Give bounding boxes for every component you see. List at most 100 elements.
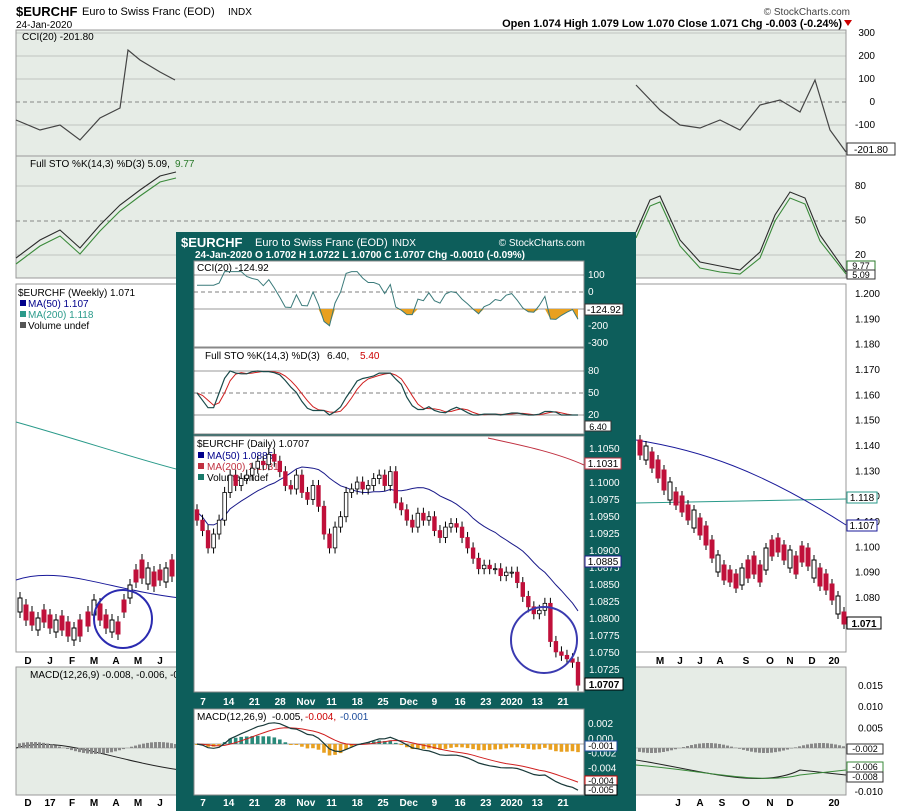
weekly-macd-bar bbox=[766, 748, 769, 753]
weekly-macd-bar bbox=[650, 748, 653, 753]
daily-candle bbox=[205, 530, 211, 549]
weekly-x-tick: N bbox=[766, 798, 773, 809]
weekly-candles-left bbox=[17, 554, 175, 646]
weekly-candle bbox=[667, 481, 673, 501]
daily-macd-bar bbox=[300, 744, 304, 747]
weekly-sto-label-a: Full STO %K(14,3) %D(3) 5.09, bbox=[30, 159, 170, 170]
weekly-macd-bar bbox=[70, 748, 73, 751]
daily-cci-tick: 100 bbox=[588, 270, 605, 281]
daily-macd-bar bbox=[543, 744, 547, 748]
weekly-candle bbox=[29, 611, 35, 626]
weekly-x-tick: A bbox=[112, 798, 119, 809]
weekly-candle bbox=[685, 504, 691, 521]
daily-candle bbox=[283, 471, 288, 486]
daily-candle bbox=[211, 533, 216, 549]
weekly-macd-bar bbox=[74, 748, 77, 752]
weekly-macd-bar bbox=[814, 743, 817, 748]
weekly-sto-tick: 80 bbox=[855, 181, 867, 192]
daily-macd-bar bbox=[261, 736, 266, 744]
weekly-cci-tick: 200 bbox=[858, 51, 875, 62]
weekly-x-tick: M bbox=[134, 656, 142, 667]
svg-text:-0.001: -0.001 bbox=[588, 741, 614, 751]
weekly-candle bbox=[715, 554, 721, 573]
weekly-macd-bar bbox=[134, 745, 137, 748]
daily-candle bbox=[310, 485, 316, 500]
daily-candle bbox=[200, 519, 205, 531]
daily-sto-tick: 20 bbox=[588, 410, 600, 421]
svg-text:-0.002: -0.002 bbox=[852, 744, 878, 754]
weekly-candle bbox=[649, 451, 655, 469]
weekly-candle bbox=[811, 559, 817, 579]
daily-x-tick: 11 bbox=[326, 798, 337, 809]
daily-x-tick: 7 bbox=[200, 697, 206, 708]
weekly-x-tick: A bbox=[716, 656, 723, 667]
weekly-macd-bar bbox=[170, 743, 173, 748]
weekly-macd-bar bbox=[754, 748, 757, 753]
daily-price-tick: 1.1050 bbox=[589, 444, 620, 455]
weekly-macd-bar bbox=[46, 743, 49, 748]
daily-cci-tick: -200 bbox=[588, 321, 608, 332]
daily-watermark: © StockCharts.com bbox=[499, 238, 585, 249]
weekly-x-tick: J bbox=[675, 798, 681, 809]
weekly-candle bbox=[817, 567, 823, 587]
weekly-candle bbox=[733, 573, 739, 589]
weekly-macd-bar bbox=[98, 748, 101, 754]
weekly-x-tick: D bbox=[24, 656, 31, 667]
weekly-macd-bar bbox=[34, 742, 37, 748]
daily-macd-tick: -0.002 bbox=[588, 749, 617, 760]
daily-macd-bar bbox=[283, 742, 288, 744]
daily-candle bbox=[504, 571, 509, 577]
daily-macd-bar bbox=[416, 744, 420, 749]
weekly-macd-label: MACD(12,26,9) -0.008, -0.006, -0 bbox=[30, 670, 179, 681]
daily-macd-bar bbox=[476, 744, 481, 751]
daily-macd-tick: -0.004 bbox=[588, 763, 617, 774]
weekly-macd-bar bbox=[54, 745, 57, 748]
weekly-x-axis-upper: D J F M A M J M J J A S O N D 20 bbox=[24, 656, 840, 667]
daily-macd-bar bbox=[482, 744, 486, 751]
weekly-candle bbox=[805, 547, 811, 567]
daily-candle bbox=[227, 474, 233, 493]
weekly-macd-bar bbox=[122, 748, 125, 750]
daily-macd-bar bbox=[305, 744, 310, 749]
weekly-macd-bar bbox=[686, 745, 689, 748]
daily-candle bbox=[437, 530, 443, 538]
weekly-candle bbox=[739, 567, 745, 586]
weekly-macd-bar bbox=[778, 748, 781, 752]
daily-x-tick: 21 bbox=[249, 697, 261, 708]
weekly-ma50-line bbox=[15, 574, 181, 599]
daily-macd-bar bbox=[266, 736, 271, 744]
weekly-candle bbox=[841, 611, 847, 625]
weekly-macd-bar bbox=[730, 746, 733, 748]
weekly-candle bbox=[163, 567, 169, 583]
weekly-x-tick: D bbox=[24, 798, 31, 809]
weekly-macd-bar bbox=[138, 744, 141, 748]
weekly-price-tick: 1.170 bbox=[855, 365, 880, 376]
weekly-candle bbox=[133, 569, 139, 583]
daily-candle bbox=[360, 481, 365, 490]
weekly-macd-bar bbox=[118, 748, 121, 751]
daily-price-tick: 1.0875 bbox=[589, 563, 620, 574]
weekly-price-tick: 1.140 bbox=[855, 441, 880, 452]
daily-x-tick: 21 bbox=[249, 798, 261, 809]
daily-macd-bar bbox=[333, 744, 337, 755]
weekly-macd-bar bbox=[638, 748, 641, 752]
daily-candle bbox=[515, 571, 520, 583]
weekly-watermark: © StockCharts.com bbox=[764, 7, 850, 18]
daily-macd-panel bbox=[193, 708, 585, 796]
weekly-macd-bar bbox=[774, 748, 777, 753]
weekly-candle bbox=[769, 539, 775, 557]
weekly-legend-ma200: MA(200) 1.118 bbox=[28, 310, 94, 321]
daily-candle bbox=[393, 471, 398, 504]
daily-candle bbox=[277, 460, 283, 473]
weekly-x-tick: M bbox=[90, 798, 98, 809]
weekly-price-boxes: 1.118 1.107 1.071 bbox=[846, 491, 882, 630]
weekly-candle bbox=[757, 564, 763, 583]
daily-candle bbox=[476, 557, 481, 570]
weekly-macd-bar bbox=[86, 748, 89, 754]
weekly-macd-bar bbox=[130, 746, 133, 748]
daily-macd-bar bbox=[338, 744, 343, 754]
daily-macd-bar bbox=[244, 736, 249, 744]
weekly-macd-bar bbox=[26, 742, 29, 748]
weekly-macd-bar bbox=[674, 748, 677, 750]
daily-x-tick: 21 bbox=[557, 798, 569, 809]
